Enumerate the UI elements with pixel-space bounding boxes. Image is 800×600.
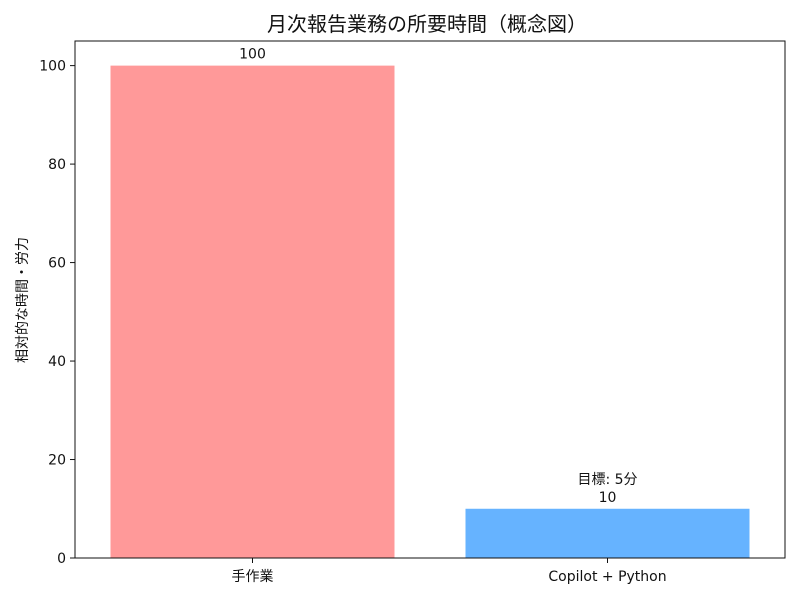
data-label-1: 10 bbox=[599, 490, 617, 506]
annotation-0: 目標: 5分 bbox=[577, 472, 637, 488]
x-tick-label-0: 手作業 bbox=[232, 569, 274, 585]
y-tick-label-3: 60 bbox=[48, 256, 66, 272]
chart-title: 月次報告業務の所要時間（概念図） bbox=[267, 12, 587, 36]
bar-0 bbox=[110, 65, 395, 558]
y-axis: 0 20 40 60 80 100 bbox=[39, 59, 75, 567]
y-tick-label-2: 40 bbox=[48, 354, 66, 370]
plot-area: 100 10 目標: 5分 bbox=[110, 47, 750, 558]
y-axis-label: 相対的な時間・労力 bbox=[15, 237, 31, 363]
plot-frame bbox=[74, 40, 786, 559]
x-axis: 手作業 Copilot + Python bbox=[232, 558, 667, 585]
y-tick-label-0: 0 bbox=[57, 551, 66, 567]
x-tick-label-1: Copilot + Python bbox=[548, 569, 666, 585]
data-label-0: 100 bbox=[239, 47, 266, 63]
y-tick-label-4: 80 bbox=[48, 157, 66, 173]
y-tick-label-5: 100 bbox=[39, 59, 66, 75]
y-tick-label-1: 20 bbox=[48, 453, 66, 469]
bar-1 bbox=[465, 508, 750, 558]
